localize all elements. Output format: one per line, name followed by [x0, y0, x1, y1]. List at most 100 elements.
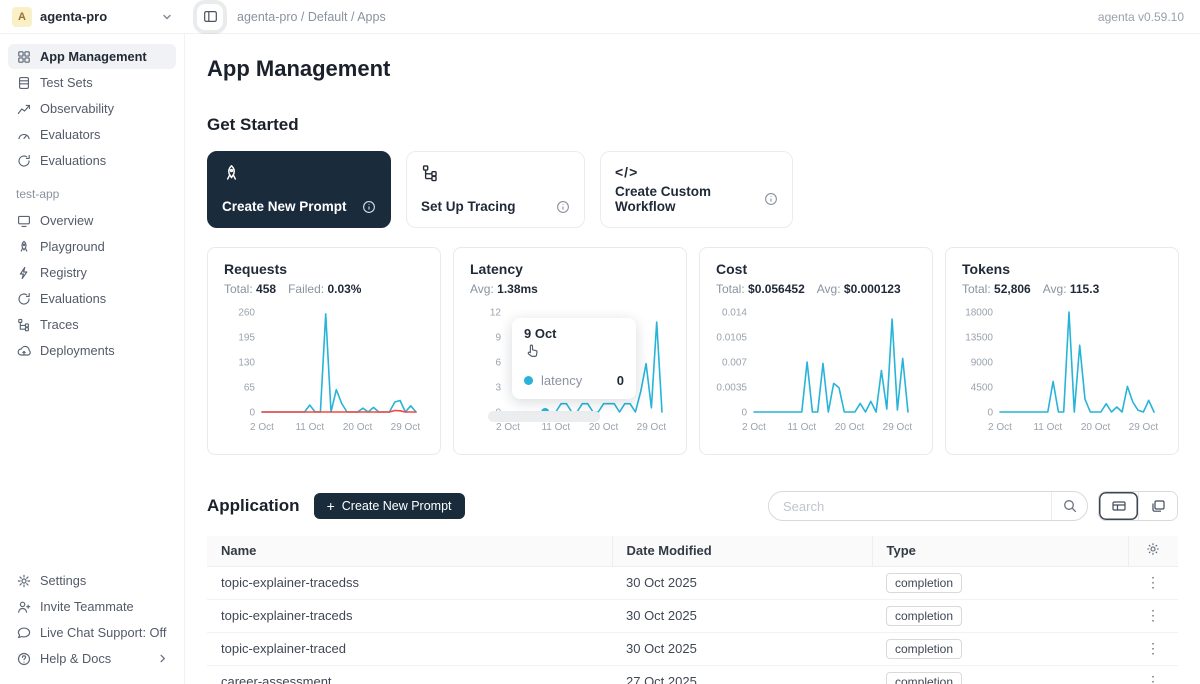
chart-title: Latency — [470, 261, 523, 277]
card-label: Create New Prompt — [222, 199, 347, 214]
svg-text:0: 0 — [741, 408, 747, 419]
series-dot — [524, 376, 533, 385]
applications-table: Name Date Modified Type topic-explainer-… — [207, 536, 1178, 684]
monitor-icon — [16, 213, 31, 228]
sidebar-item-test-sets[interactable]: Test Sets — [8, 70, 176, 95]
requests-chart-card: Requests Total: 458 Failed: 0.03% 260 195 1… — [207, 247, 441, 455]
svg-text:11 Oct: 11 Oct — [295, 422, 324, 433]
search-input[interactable] — [769, 498, 1051, 514]
sidebar-item-evaluators[interactable]: Evaluators — [8, 122, 176, 147]
tokens-chart: 18000 13500 9000 4500 0 2 Oct 11 Oct 20 Oct 29 O… — [962, 304, 1162, 439]
cursor-icon — [524, 343, 541, 365]
tooltip-date: 9 Oct — [524, 326, 557, 341]
topbar: A agenta-pro agenta-pro / Default / Apps… — [0, 0, 1200, 34]
search-box — [768, 491, 1088, 521]
card-label: Set Up Tracing — [421, 199, 516, 214]
type-badge: completion — [886, 572, 963, 593]
info-icon[interactable] — [556, 200, 570, 214]
table-row[interactable]: topic-explainer-tracedss 30 Oct 2025 com… — [207, 566, 1178, 600]
svg-text:0.014: 0.014 — [722, 308, 747, 319]
table-view-button[interactable] — [1099, 492, 1138, 520]
sidebar-item-traces[interactable]: Traces — [8, 312, 176, 337]
svg-text:11 Oct: 11 Oct — [1033, 422, 1062, 433]
row-menu-button[interactable]: ⋮ — [1128, 632, 1178, 666]
testsets-icon — [16, 75, 31, 90]
svg-text:0.007: 0.007 — [722, 358, 747, 369]
view-toggle — [1098, 491, 1178, 521]
column-settings-header — [1128, 536, 1178, 567]
sidebar-item-deployments[interactable]: Deployments — [8, 338, 176, 363]
breadcrumb[interactable]: agenta-pro / Default / Apps — [237, 9, 386, 24]
loop-icon — [16, 291, 31, 306]
sidebar-main-nav: App Management Test Sets Observability E… — [8, 44, 176, 174]
type-cell: completion — [872, 599, 1128, 633]
sidebar-item-help-docs[interactable]: Help & Docs — [8, 646, 176, 671]
create-new-prompt-button[interactable]: + Create New Prompt — [313, 493, 465, 519]
sidebar-section-label: test-app — [16, 187, 60, 201]
card-view-button[interactable] — [1138, 492, 1177, 520]
table-row[interactable]: career-assessment 27 Oct 2025 completion… — [207, 665, 1178, 684]
svg-text:18000: 18000 — [965, 308, 993, 319]
chart-title: Requests — [224, 261, 288, 277]
type-cell: completion — [872, 632, 1128, 666]
application-heading: Application — [207, 496, 300, 515]
sidebar-item-label: Deployments — [40, 343, 115, 358]
row-menu-button[interactable]: ⋮ — [1128, 665, 1178, 684]
workspace-name: agenta-pro — [40, 9, 108, 24]
get-started-heading: Get Started — [207, 115, 299, 134]
gauge-icon — [16, 127, 31, 142]
table-row[interactable]: topic-explainer-traced 30 Oct 2025 compl… — [207, 632, 1178, 666]
info-icon[interactable] — [362, 200, 376, 214]
sidebar-item-evaluations[interactable]: Evaluations — [8, 148, 176, 173]
svg-text:13500: 13500 — [965, 333, 993, 344]
sidebar-item-playground[interactable]: Playground — [8, 234, 176, 259]
gear-icon[interactable] — [1146, 542, 1160, 556]
rocket-icon — [222, 164, 376, 183]
requests-chart: 260 195 130 65 0 2 Oct 11 Oct 20 Oct 29 Oct — [224, 304, 424, 439]
svg-text:20 Oct: 20 Oct — [1081, 422, 1111, 433]
type-cell: completion — [872, 566, 1128, 600]
date-modified-cell: 30 Oct 2025 — [612, 599, 872, 633]
sidebar-item-label: Live Chat Support: Off — [40, 625, 167, 640]
sidebar-item-live-chat-support-off[interactable]: Live Chat Support: Off — [8, 620, 176, 645]
app-name-cell: topic-explainer-tracedss — [207, 566, 612, 600]
set-up-tracing-card[interactable]: Set Up Tracing — [406, 151, 585, 228]
create-custom-workflow-card[interactable]: </> Create Custom Workflow — [600, 151, 793, 228]
sidebar-item-evaluations[interactable]: Evaluations — [8, 286, 176, 311]
table-row[interactable]: topic-explainer-traceds 30 Oct 2025 comp… — [207, 599, 1178, 633]
sidebar-item-settings[interactable]: Settings — [8, 568, 176, 593]
sidebar-item-label: Evaluators — [40, 127, 101, 142]
latency-chart-card: Latency Avg: 1.38ms 12 9 6 3 0 2 Oct 11 Oct 20 … — [453, 247, 687, 455]
sidebar-collapse-button[interactable] — [197, 3, 223, 30]
code-icon: </> — [615, 164, 639, 180]
chart-stat: Total: 458 — [224, 282, 277, 296]
sidebar-item-invite-teammate[interactable]: Invite Teammate — [8, 594, 176, 619]
sidebar-item-overview[interactable]: Overview — [8, 208, 176, 233]
row-menu-button[interactable]: ⋮ — [1128, 599, 1178, 633]
search-icon[interactable] — [1051, 492, 1087, 520]
type-badge: completion — [886, 671, 963, 684]
chart-stat: Total: 52,806 — [962, 282, 1031, 296]
sidebar-item-label: Registry — [40, 265, 87, 280]
sidebar-footer-nav: Settings Invite Teammate Live Chat Suppo… — [8, 568, 176, 672]
app-version: agenta v0.59.10 — [1097, 9, 1184, 24]
column-header-type: Type — [872, 536, 1129, 567]
sidebar-item-observability[interactable]: Observability — [8, 96, 176, 121]
chevron-right-icon — [157, 653, 168, 664]
svg-text:0.0105: 0.0105 — [716, 333, 747, 344]
sidebar-item-registry[interactable]: Registry — [8, 260, 176, 285]
row-menu-button[interactable]: ⋮ — [1128, 566, 1178, 600]
svg-text:11 Oct: 11 Oct — [787, 422, 816, 433]
svg-text:9: 9 — [495, 333, 501, 344]
sidebar-item-app-management[interactable]: App Management — [8, 44, 176, 69]
sidebar-item-label: Evaluations — [40, 153, 107, 168]
create-new-prompt-card[interactable]: Create New Prompt — [207, 151, 391, 228]
date-modified-cell: 30 Oct 2025 — [612, 566, 872, 600]
trend-icon — [16, 101, 31, 116]
workspace-switcher[interactable]: A agenta-pro — [0, 6, 185, 27]
chart-stat: Total: $0.056452 — [716, 282, 805, 296]
info-icon[interactable] — [764, 192, 778, 206]
sidebar-item-label: Settings — [40, 573, 87, 588]
app-name-cell: career-assessment — [207, 665, 612, 684]
metrics-charts: Requests Total: 458 Failed: 0.03% 260 195 1… — [207, 247, 1179, 455]
